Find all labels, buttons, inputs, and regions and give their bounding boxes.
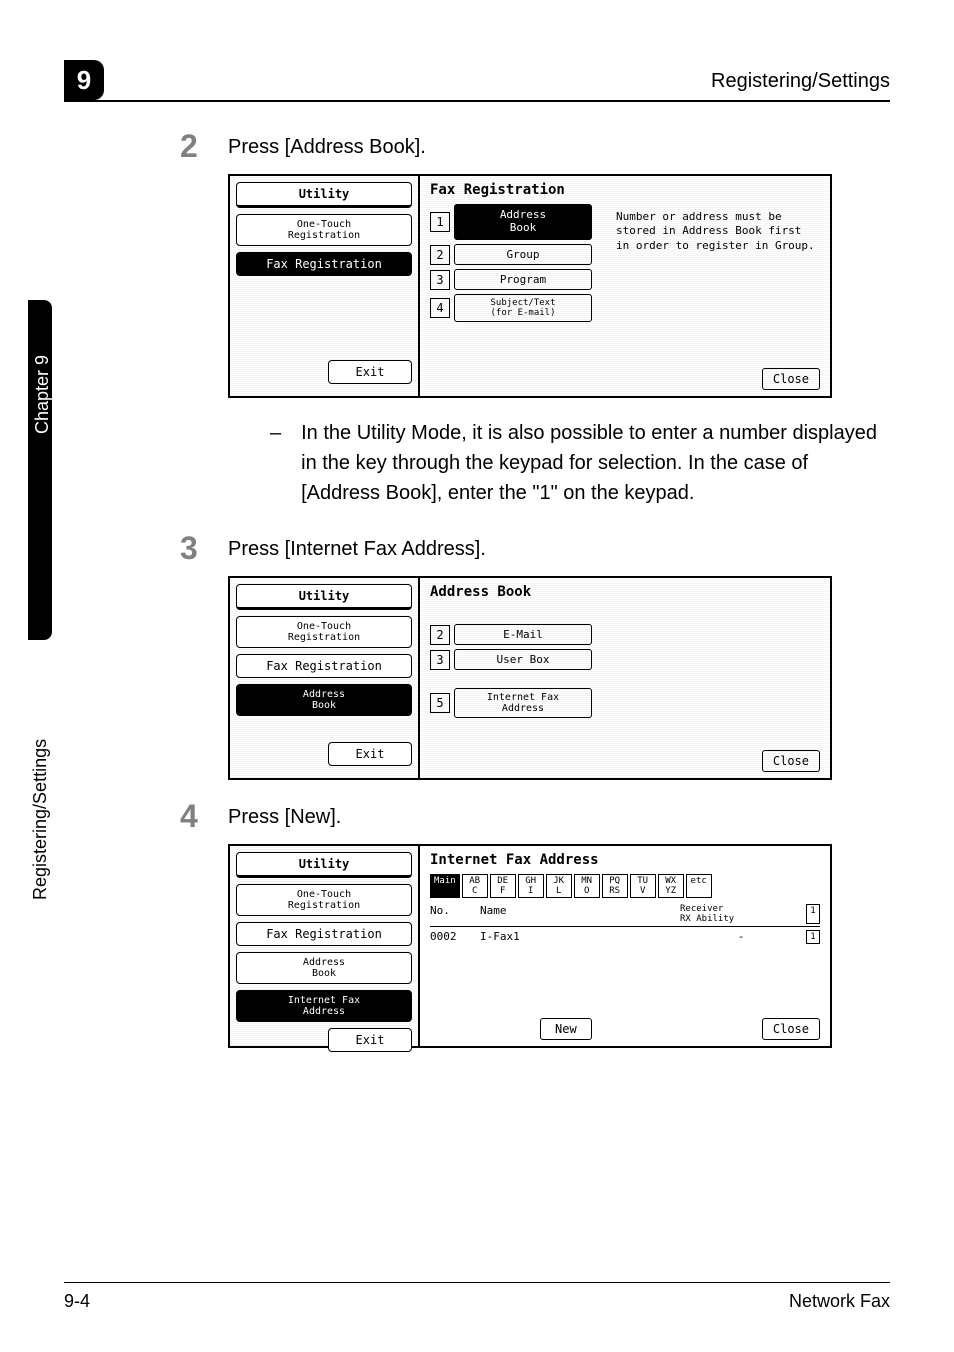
screenshot-address-book: Utility One-Touch Registration Fax Regis… <box>228 576 832 780</box>
option-number-2: 2 <box>430 245 450 265</box>
note-text: In the Utility Mode, it is also possible… <box>301 418 890 508</box>
sidebar-chapter-label: Chapter 9 <box>32 355 53 434</box>
one-touch-registration-button-3[interactable]: One-Touch Registration <box>236 884 412 916</box>
list-row[interactable]: 0002 I-Fax1 - 1 <box>430 927 820 947</box>
tab-pqrs[interactable]: PQ RS <box>602 874 628 898</box>
screenshot-internet-fax-address: Utility One-Touch Registration Fax Regis… <box>228 844 832 1048</box>
program-button[interactable]: Program <box>454 269 592 290</box>
chapter-badge: 9 <box>64 60 104 100</box>
step-4-text: Press [New]. <box>228 800 341 829</box>
scroll-down-icon[interactable]: 1 <box>806 930 820 944</box>
tab-tuv[interactable]: TU V <box>630 874 656 898</box>
header-rule <box>64 100 890 102</box>
sidebar-section-label: Registering/Settings <box>30 739 51 900</box>
tab-abc[interactable]: AB C <box>462 874 488 898</box>
sidebar-tab <box>28 300 52 640</box>
step-3: 3 Press [Internet Fax Address]. <box>180 532 890 564</box>
step-4: 4 Press [New]. <box>180 800 890 832</box>
step-3-text: Press [Internet Fax Address]. <box>228 532 486 561</box>
col-no-header: No. <box>430 904 480 924</box>
step-2-number: 2 <box>180 130 228 162</box>
address-book-nav-button[interactable]: Address Book <box>236 684 412 716</box>
one-touch-registration-button[interactable]: One-Touch Registration <box>236 214 412 246</box>
internet-fax-address-button[interactable]: Internet Fax Address <box>454 688 592 718</box>
header-title: Registering/Settings <box>711 70 890 93</box>
fax-registration-title: Fax Registration <box>430 182 820 198</box>
one-touch-registration-button-2[interactable]: One-Touch Registration <box>236 616 412 648</box>
utility-title-3: Utility <box>236 852 412 878</box>
tab-ghi[interactable]: GH I <box>518 874 544 898</box>
tab-def[interactable]: DE F <box>490 874 516 898</box>
page-footer: 9-4 Network Fax <box>64 1282 890 1312</box>
step-2-text: Press [Address Book]. <box>228 130 426 159</box>
step-3-number: 3 <box>180 532 228 564</box>
dash-bullet: – <box>270 418 281 508</box>
row-rx: - <box>680 930 802 944</box>
scroll-up-icon[interactable]: 1 <box>806 904 820 924</box>
option-number-5b: 5 <box>430 693 450 713</box>
fax-registration-button-2[interactable]: Fax Registration <box>236 654 412 678</box>
internet-fax-address-nav-button[interactable]: Internet Fax Address <box>236 990 412 1022</box>
exit-button-3[interactable]: Exit <box>328 1028 412 1052</box>
address-book-nav-button-3[interactable]: Address Book <box>236 952 412 984</box>
option-number-1: 1 <box>430 212 450 232</box>
exit-button[interactable]: Exit <box>328 360 412 384</box>
group-button[interactable]: Group <box>454 244 592 265</box>
fax-registration-button-3[interactable]: Fax Registration <box>236 922 412 946</box>
row-no: 0002 <box>430 930 480 944</box>
email-button[interactable]: E-Mail <box>454 624 592 645</box>
row-name: I-Fax1 <box>480 930 680 944</box>
option-number-3b: 3 <box>430 650 450 670</box>
tab-mno[interactable]: MN O <box>574 874 600 898</box>
utility-title-2: Utility <box>236 584 412 610</box>
internet-fax-address-title: Internet Fax Address <box>430 852 820 868</box>
tab-main[interactable]: Main <box>430 874 460 898</box>
footer-title: Network Fax <box>789 1291 890 1312</box>
option-number-4: 4 <box>430 298 450 318</box>
tab-etc[interactable]: etc <box>686 874 712 898</box>
option-number-3: 3 <box>430 270 450 290</box>
address-book-button[interactable]: Address Book <box>454 204 592 240</box>
new-button[interactable]: New <box>540 1018 592 1040</box>
user-box-button[interactable]: User Box <box>454 649 592 670</box>
option-number-2b: 2 <box>430 625 450 645</box>
col-rx-header: Receiver RX Ability <box>680 904 802 924</box>
fax-registration-button[interactable]: Fax Registration <box>236 252 412 276</box>
col-name-header: Name <box>480 904 680 924</box>
address-book-title: Address Book <box>430 584 820 600</box>
close-button-2[interactable]: Close <box>762 750 820 772</box>
subject-text-button[interactable]: Subject/Text (for E-mail) <box>454 294 592 322</box>
alpha-tab-row: Main AB C DE F GH I JK L MN O PQ RS TU V… <box>430 874 820 898</box>
hint-text: Number or address must be stored in Addr… <box>612 206 820 257</box>
close-button-3[interactable]: Close <box>762 1018 820 1040</box>
tab-wxyz[interactable]: WX YZ <box>658 874 684 898</box>
tab-jkl[interactable]: JK L <box>546 874 572 898</box>
step-2-note: – In the Utility Mode, it is also possib… <box>270 418 890 508</box>
footer-page-number: 9-4 <box>64 1291 90 1312</box>
close-button[interactable]: Close <box>762 368 820 390</box>
exit-button-2[interactable]: Exit <box>328 742 412 766</box>
list-header: No. Name Receiver RX Ability 1 <box>430 902 820 927</box>
screenshot-fax-registration: Utility One-Touch Registration Fax Regis… <box>228 174 832 398</box>
utility-title: Utility <box>236 182 412 208</box>
step-2: 2 Press [Address Book]. <box>180 130 890 162</box>
step-4-number: 4 <box>180 800 228 832</box>
